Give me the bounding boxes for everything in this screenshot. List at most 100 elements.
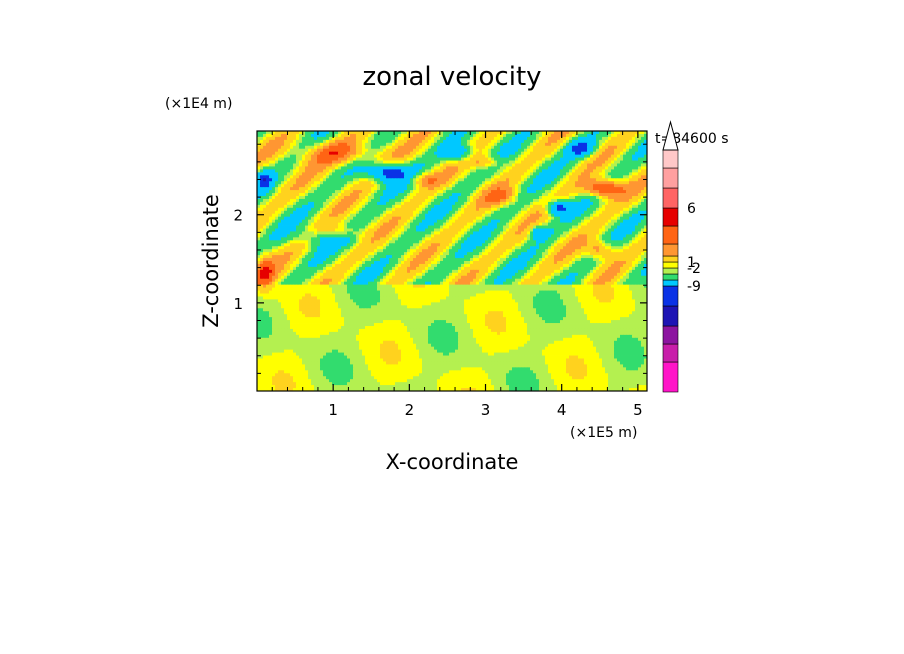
field-cell	[362, 160, 366, 164]
field-cell	[497, 131, 501, 135]
field-cell	[548, 172, 552, 176]
field-cell	[290, 145, 294, 150]
field-cell	[296, 139, 300, 144]
field-cell	[386, 231, 390, 235]
field-cell	[608, 139, 612, 144]
field-cell	[512, 207, 516, 212]
field-cell	[461, 187, 465, 191]
field-cell	[548, 216, 552, 221]
field-cell	[488, 163, 492, 167]
field-cell	[602, 131, 606, 135]
field-cell	[329, 207, 333, 212]
field-cell	[557, 154, 561, 158]
field-cell	[293, 213, 297, 218]
field-cell	[620, 193, 624, 197]
field-cell	[566, 160, 570, 164]
field-cell	[437, 237, 441, 241]
field-cell	[275, 142, 279, 147]
field-cell	[521, 237, 525, 241]
field-cell	[269, 198, 273, 203]
field-cell	[404, 210, 408, 215]
field-cell	[305, 172, 309, 176]
field-cell	[587, 190, 591, 194]
field-cell	[485, 216, 489, 221]
field-cell	[503, 160, 507, 164]
field-cell	[443, 210, 447, 215]
field-cell	[632, 213, 636, 218]
field-cell	[332, 139, 336, 144]
field-cell	[350, 139, 354, 144]
field-cell	[497, 181, 501, 185]
field-cell	[413, 193, 417, 197]
field-cell	[572, 216, 576, 221]
field-cell	[440, 131, 444, 135]
field-cell	[461, 139, 465, 144]
field-cell	[611, 166, 615, 170]
field-cell	[623, 136, 627, 141]
field-cell	[509, 237, 513, 241]
field-cell	[269, 210, 273, 215]
field-cell	[542, 207, 546, 212]
field-cell	[353, 243, 357, 247]
field-cell	[509, 131, 513, 135]
field-cell	[563, 139, 567, 144]
field-cell	[539, 219, 543, 223]
field-cell	[587, 184, 591, 188]
field-cell	[617, 175, 621, 179]
field-cell	[590, 219, 594, 223]
field-cell	[293, 190, 297, 194]
field-cell	[422, 166, 426, 170]
field-cell	[530, 181, 534, 185]
field-cell	[374, 204, 378, 209]
field-cell	[527, 175, 531, 179]
field-cell	[422, 131, 426, 135]
field-cell	[257, 181, 261, 185]
field-cell	[440, 175, 444, 179]
field-cell	[431, 136, 435, 141]
field-cell	[368, 157, 372, 161]
field-cell	[596, 145, 600, 150]
field-cell	[401, 187, 405, 191]
field-cell	[599, 154, 603, 158]
field-cell	[497, 142, 501, 147]
field-cell	[368, 204, 372, 209]
field-cell	[416, 216, 420, 221]
field-cell	[533, 240, 537, 244]
field-cell	[278, 210, 282, 215]
field-cell	[599, 234, 603, 238]
field-cell	[521, 139, 525, 144]
field-cell	[542, 234, 546, 238]
field-cell	[572, 193, 576, 197]
field-cell	[437, 154, 441, 158]
field-cell	[587, 163, 591, 167]
field-cell	[629, 231, 633, 235]
field-cell	[311, 169, 315, 173]
field-cell	[401, 237, 405, 241]
field-cell	[527, 201, 531, 206]
field-cell	[434, 139, 438, 144]
field-cell	[257, 231, 261, 235]
field-cell	[386, 201, 390, 206]
field-cell	[383, 131, 387, 135]
field-cell	[464, 178, 468, 182]
field-cell	[350, 222, 354, 226]
field-cell	[401, 151, 405, 156]
field-cell	[533, 228, 537, 232]
field-cell	[272, 234, 276, 238]
field-cell	[515, 148, 519, 153]
field-cell	[602, 181, 606, 185]
field-cell	[359, 196, 363, 200]
field-cell	[389, 213, 393, 218]
field-cell	[626, 166, 630, 170]
field-cell	[323, 157, 327, 161]
field-cell	[617, 157, 621, 161]
field-cell	[557, 151, 561, 156]
field-cell	[308, 222, 312, 226]
field-cell	[584, 166, 588, 170]
field-cell	[260, 157, 264, 161]
field-cell	[263, 198, 267, 203]
field-cell	[452, 151, 456, 156]
field-cell	[260, 142, 264, 147]
field-cell	[578, 213, 582, 218]
field-cell	[272, 193, 276, 197]
